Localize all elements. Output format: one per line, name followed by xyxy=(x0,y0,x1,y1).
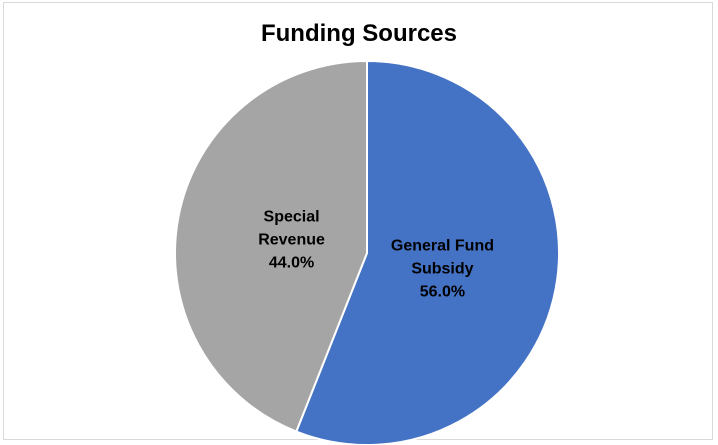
pie-slice-0 xyxy=(295,59,560,445)
pie-label-line: Subsidy xyxy=(411,260,473,277)
pie-label-0: General Fund Subsidy 56.0% xyxy=(391,237,494,300)
pie-label-line: Revenue xyxy=(258,232,325,249)
pie-label-line: Special xyxy=(264,209,320,226)
pie-label-percent: 56.0% xyxy=(420,283,465,300)
chart-title: Funding Sources xyxy=(260,20,457,47)
pie-slices xyxy=(174,59,560,445)
pie-labels: General Fund Subsidy 56.0% Special Revenue 44… xyxy=(258,209,494,301)
pie-label-percent: 44.0% xyxy=(269,255,314,272)
pie-label-1: Special Revenue 44.0% xyxy=(258,209,325,272)
pie-slice-1 xyxy=(174,59,368,433)
pie-label-line: General Fund xyxy=(391,237,494,254)
